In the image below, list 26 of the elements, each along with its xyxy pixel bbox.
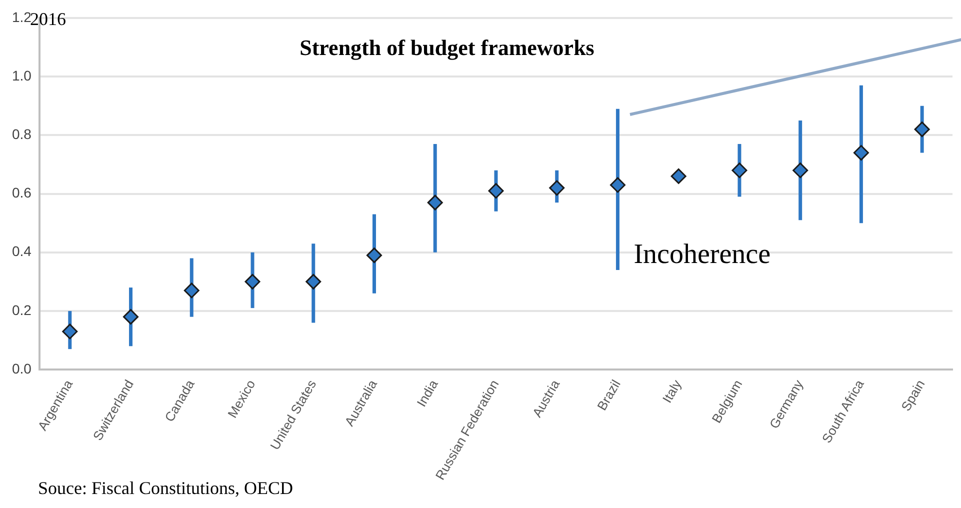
- point: [488, 183, 504, 199]
- point: [244, 274, 260, 290]
- point: [732, 162, 748, 178]
- text: Souce: Fiscal Constitutions, OECD: [38, 478, 294, 498]
- point: [184, 282, 200, 298]
- annotation: Incoherence: [634, 239, 771, 270]
- point: [306, 274, 322, 290]
- point: [792, 162, 808, 178]
- point: [853, 145, 869, 161]
- chart-subtitle: 2016: [30, 9, 66, 29]
- y-tick-label: 0.8: [12, 126, 32, 142]
- point: [62, 324, 78, 340]
- point: [366, 248, 382, 264]
- y-tick-label: 0.0: [12, 360, 32, 376]
- point: [123, 309, 139, 325]
- text: Strength of budget frameworks: [300, 35, 595, 60]
- y-tick-label: 1.2: [12, 8, 32, 25]
- point: [670, 168, 686, 184]
- point: [427, 194, 443, 210]
- y-tick-label: 0.4: [12, 243, 32, 260]
- y-tick-label: 0.2: [12, 302, 32, 318]
- y-tick-label: 0.6: [12, 184, 32, 201]
- point: [610, 177, 626, 193]
- point: [914, 122, 930, 138]
- y-tick-label: 1.0: [12, 67, 32, 84]
- point: [549, 180, 565, 196]
